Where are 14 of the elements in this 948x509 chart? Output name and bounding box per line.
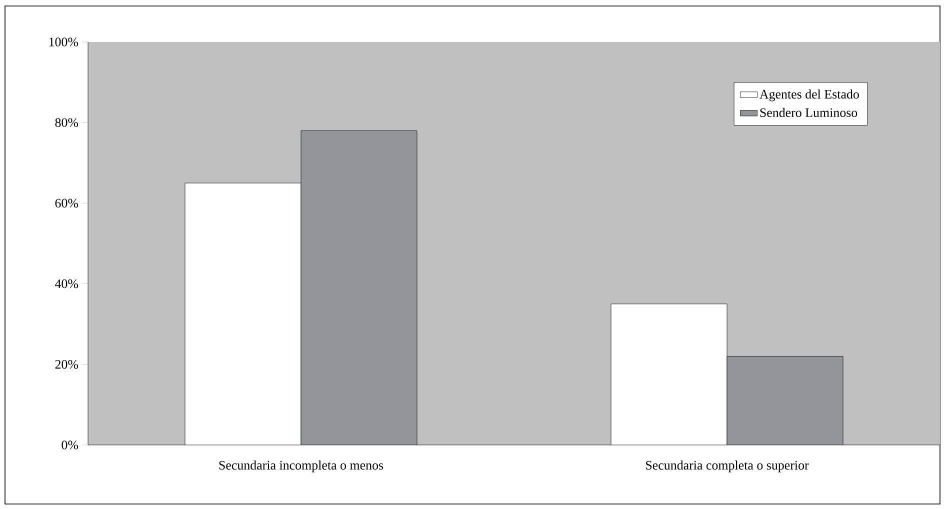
- bar: [185, 183, 302, 445]
- bar: [301, 130, 418, 445]
- y-tick-label: 40%: [55, 279, 78, 288]
- y-tick-label: 0%: [62, 440, 78, 450]
- legend-label: Agentes del Estado: [760, 89, 859, 102]
- y-tick-label: 20%: [55, 360, 78, 369]
- bar: [610, 304, 728, 445]
- y-tick-label: 80%: [55, 118, 78, 127]
- y-tick-label: 100%: [49, 38, 78, 46]
- legend-label: Sendero Luminoso: [760, 108, 858, 118]
- bar: [726, 356, 844, 445]
- y-tick-label: 60%: [55, 198, 78, 208]
- x-tick-label: Secundaria incompleta o menos: [219, 460, 384, 472]
- x-tick-label: Secundaria completa o superior: [646, 460, 809, 472]
